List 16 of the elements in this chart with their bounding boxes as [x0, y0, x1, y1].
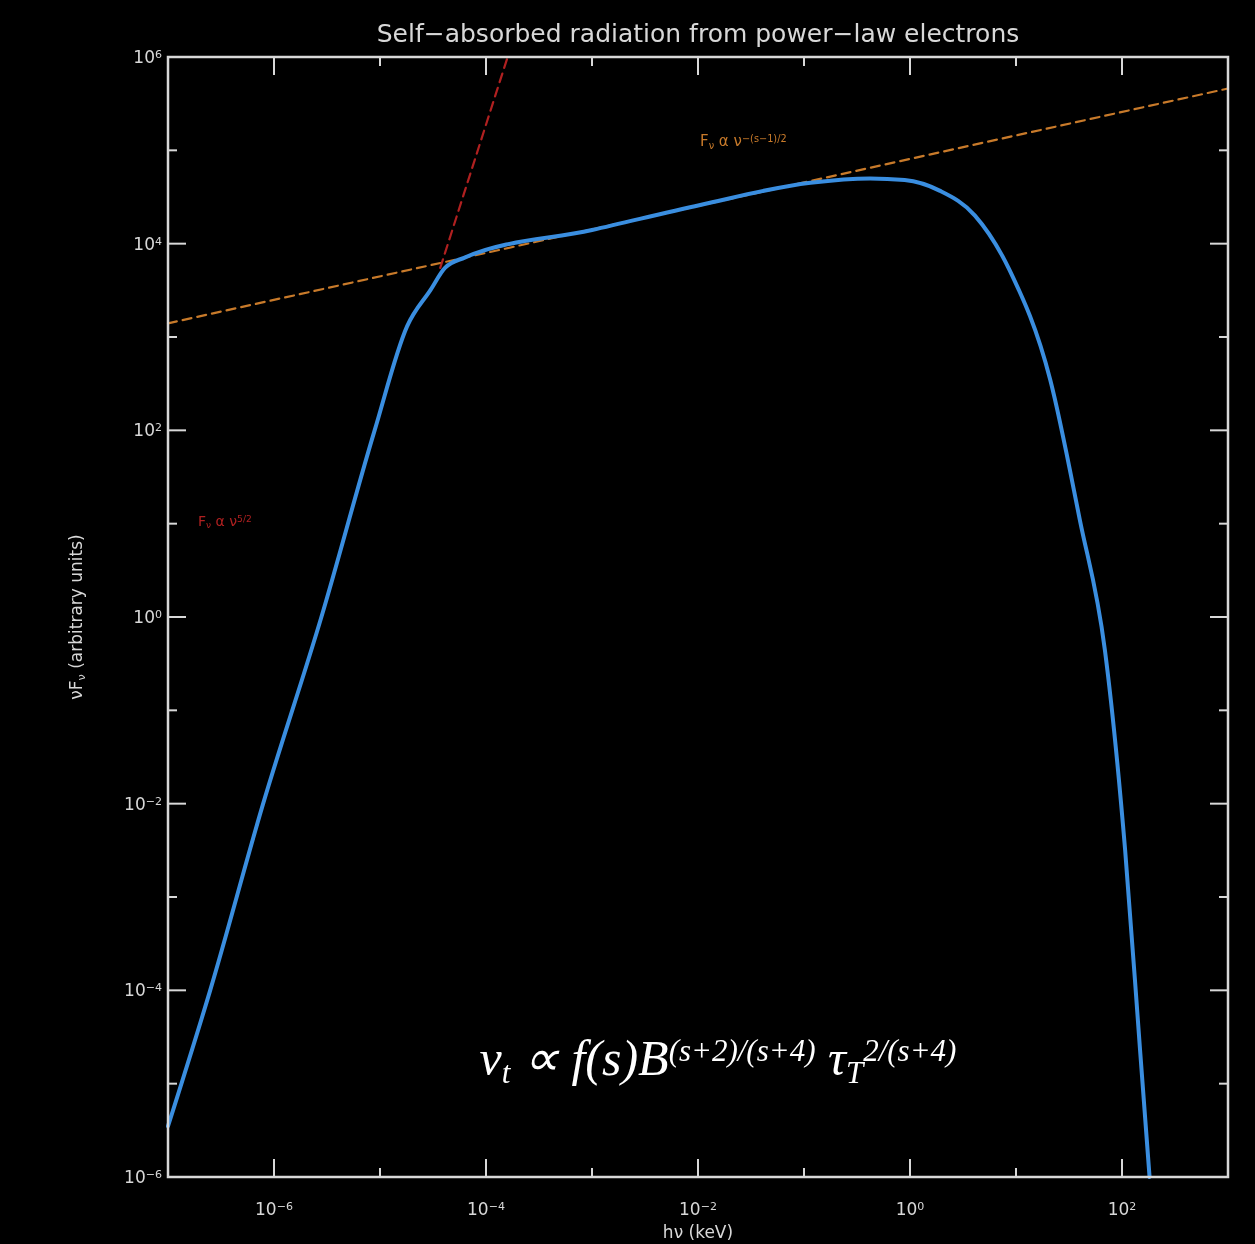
- y-tick-label: 10$^{4}$: [133, 233, 162, 254]
- x-axis-title: hν (keV): [662, 1222, 734, 1242]
- chart-title: Self−absorbed radiation from power−law electrons: [376, 19, 1020, 48]
- y-tick-label: 10$^{−6}$: [124, 1167, 162, 1187]
- x-tick-label: 10$^{−2}$: [679, 1199, 717, 1219]
- annotation: F$_{ν}$ α ν$^{−(s−1)/2}$: [700, 132, 787, 151]
- y-tick-label: 10$^{6}$: [133, 47, 162, 67]
- x-tick-label: 10$^{2}$: [1107, 1199, 1137, 1219]
- y-tick-label: 10$^{−4}$: [124, 980, 162, 1001]
- y-tick-label: 10$^{−2}$: [124, 793, 162, 814]
- annotation: F$_{ν}$ α ν$^{5/2}$: [198, 513, 252, 531]
- y-tick-label: 10$^{2}$: [133, 420, 162, 441]
- y-tick-label: 10$^{0}$: [133, 607, 162, 627]
- x-tick-label: 10$^{−6}$: [255, 1199, 293, 1219]
- x-tick-label: 10$^{0}$: [895, 1199, 925, 1219]
- x-tick-label: 10$^{−4}$: [467, 1199, 505, 1219]
